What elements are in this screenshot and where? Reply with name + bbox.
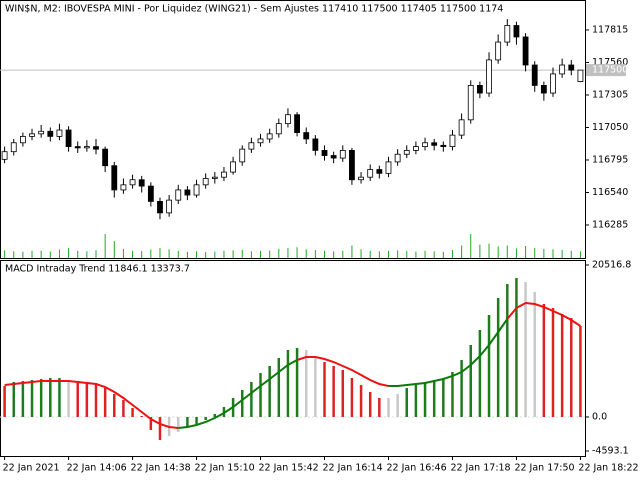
y-tick-label: 117560 <box>592 57 628 68</box>
candle-body <box>303 132 310 140</box>
candle-body <box>577 69 584 82</box>
x-tick-label: 22 Jan 15:10 <box>195 463 255 474</box>
last-price-box <box>586 64 626 77</box>
x-tick-label: 22 Jan 16:46 <box>386 463 446 474</box>
y-tick-label: 0.0 <box>592 411 607 422</box>
candle-body <box>431 142 438 146</box>
candle-body <box>321 150 328 156</box>
x-tick-label: 22 Jan 15:42 <box>259 463 319 474</box>
candle-body <box>38 130 45 135</box>
candle-body <box>394 153 401 163</box>
x-tick-label: 22 Jan 14:06 <box>67 463 127 474</box>
candle-body <box>47 130 54 137</box>
macd-panel-frame <box>0 260 586 457</box>
candle-body <box>83 146 90 149</box>
x-tick-label: 22 Jan 18:22 <box>578 463 638 474</box>
candle-body <box>275 123 282 135</box>
candle-body <box>74 146 81 149</box>
price-panel-frame <box>0 0 586 259</box>
candle-body <box>467 85 474 121</box>
x-tick-label: 22 Jan 17:18 <box>450 463 510 474</box>
candle-body <box>339 150 346 159</box>
candle-body <box>559 64 566 75</box>
macd-title: MACD Intraday Trend 11846.1 13373.7 <box>5 264 190 275</box>
candle-body <box>550 73 556 94</box>
last-price-label: 117500 <box>592 65 628 76</box>
y-tick-label: 20516.8 <box>592 260 631 271</box>
macd-line <box>178 359 298 429</box>
candle-body <box>166 199 173 214</box>
candle-body <box>221 171 227 178</box>
candle-body <box>294 114 300 133</box>
candle-body <box>102 148 109 167</box>
y-tick-label: 117305 <box>592 89 628 100</box>
candle-body <box>285 114 291 125</box>
x-tick-label: 22 Jan 2021 <box>3 463 60 474</box>
y-tick-label: -4593.1 <box>592 446 629 457</box>
candle-body <box>412 146 419 151</box>
candle-body <box>111 165 118 191</box>
candle-body <box>522 36 529 66</box>
candle-body <box>266 133 273 140</box>
candle-body <box>129 179 136 186</box>
candle-body <box>157 201 163 214</box>
candle-body <box>449 134 456 147</box>
candle-body <box>349 150 355 181</box>
candle-body <box>19 135 26 144</box>
candle-body <box>56 129 63 137</box>
candle-body <box>531 64 538 86</box>
candle-body <box>120 184 127 191</box>
macd-line <box>506 301 581 327</box>
candle-body <box>376 169 383 174</box>
candle-body <box>504 25 511 43</box>
candle-body <box>568 64 575 71</box>
candle-body <box>486 59 492 94</box>
candle-body <box>257 138 264 144</box>
y-tick-label: 116795 <box>592 154 628 165</box>
x-tick-label: 22 Jan 14:38 <box>131 463 191 474</box>
macd-line <box>388 318 509 387</box>
candle-body <box>1 151 8 160</box>
y-tick-label: 117050 <box>592 122 628 133</box>
candle-body <box>138 179 145 187</box>
candle-body <box>367 169 374 178</box>
candle-body <box>147 185 154 202</box>
candle-body <box>458 119 465 136</box>
candle-body <box>230 161 237 173</box>
x-tick-label: 22 Jan 16:14 <box>323 463 383 474</box>
candle-body <box>202 178 209 186</box>
y-tick-label: 117815 <box>592 24 628 35</box>
price-title: WIN$N, M2: IBOVESPA MINI - Por Liquidez … <box>5 4 503 15</box>
y-tick-label: 116285 <box>592 219 628 230</box>
candle-body <box>312 138 319 151</box>
candle-body <box>10 142 17 153</box>
candle-body <box>175 189 182 201</box>
candle-body <box>239 148 246 163</box>
y-tick-label: 116540 <box>592 187 628 198</box>
candle-body <box>358 176 364 181</box>
candle-body <box>513 25 520 38</box>
candle-body <box>193 184 200 196</box>
candle-body <box>211 176 218 179</box>
candle-body <box>440 144 447 147</box>
macd-line <box>4 380 179 429</box>
candle-body <box>93 146 99 150</box>
candle-body <box>540 85 547 94</box>
candle-body <box>385 161 392 174</box>
candle-body <box>65 129 72 147</box>
candle-body <box>495 41 502 61</box>
candle-body <box>248 142 255 150</box>
candle-body <box>330 155 337 159</box>
candle-body <box>29 133 35 137</box>
candle-body <box>422 142 428 147</box>
macd-line <box>296 356 389 387</box>
x-tick-label: 22 Jan 17:50 <box>514 463 574 474</box>
candle-body <box>403 150 410 155</box>
candle-body <box>476 85 483 94</box>
candle-body <box>184 189 191 196</box>
